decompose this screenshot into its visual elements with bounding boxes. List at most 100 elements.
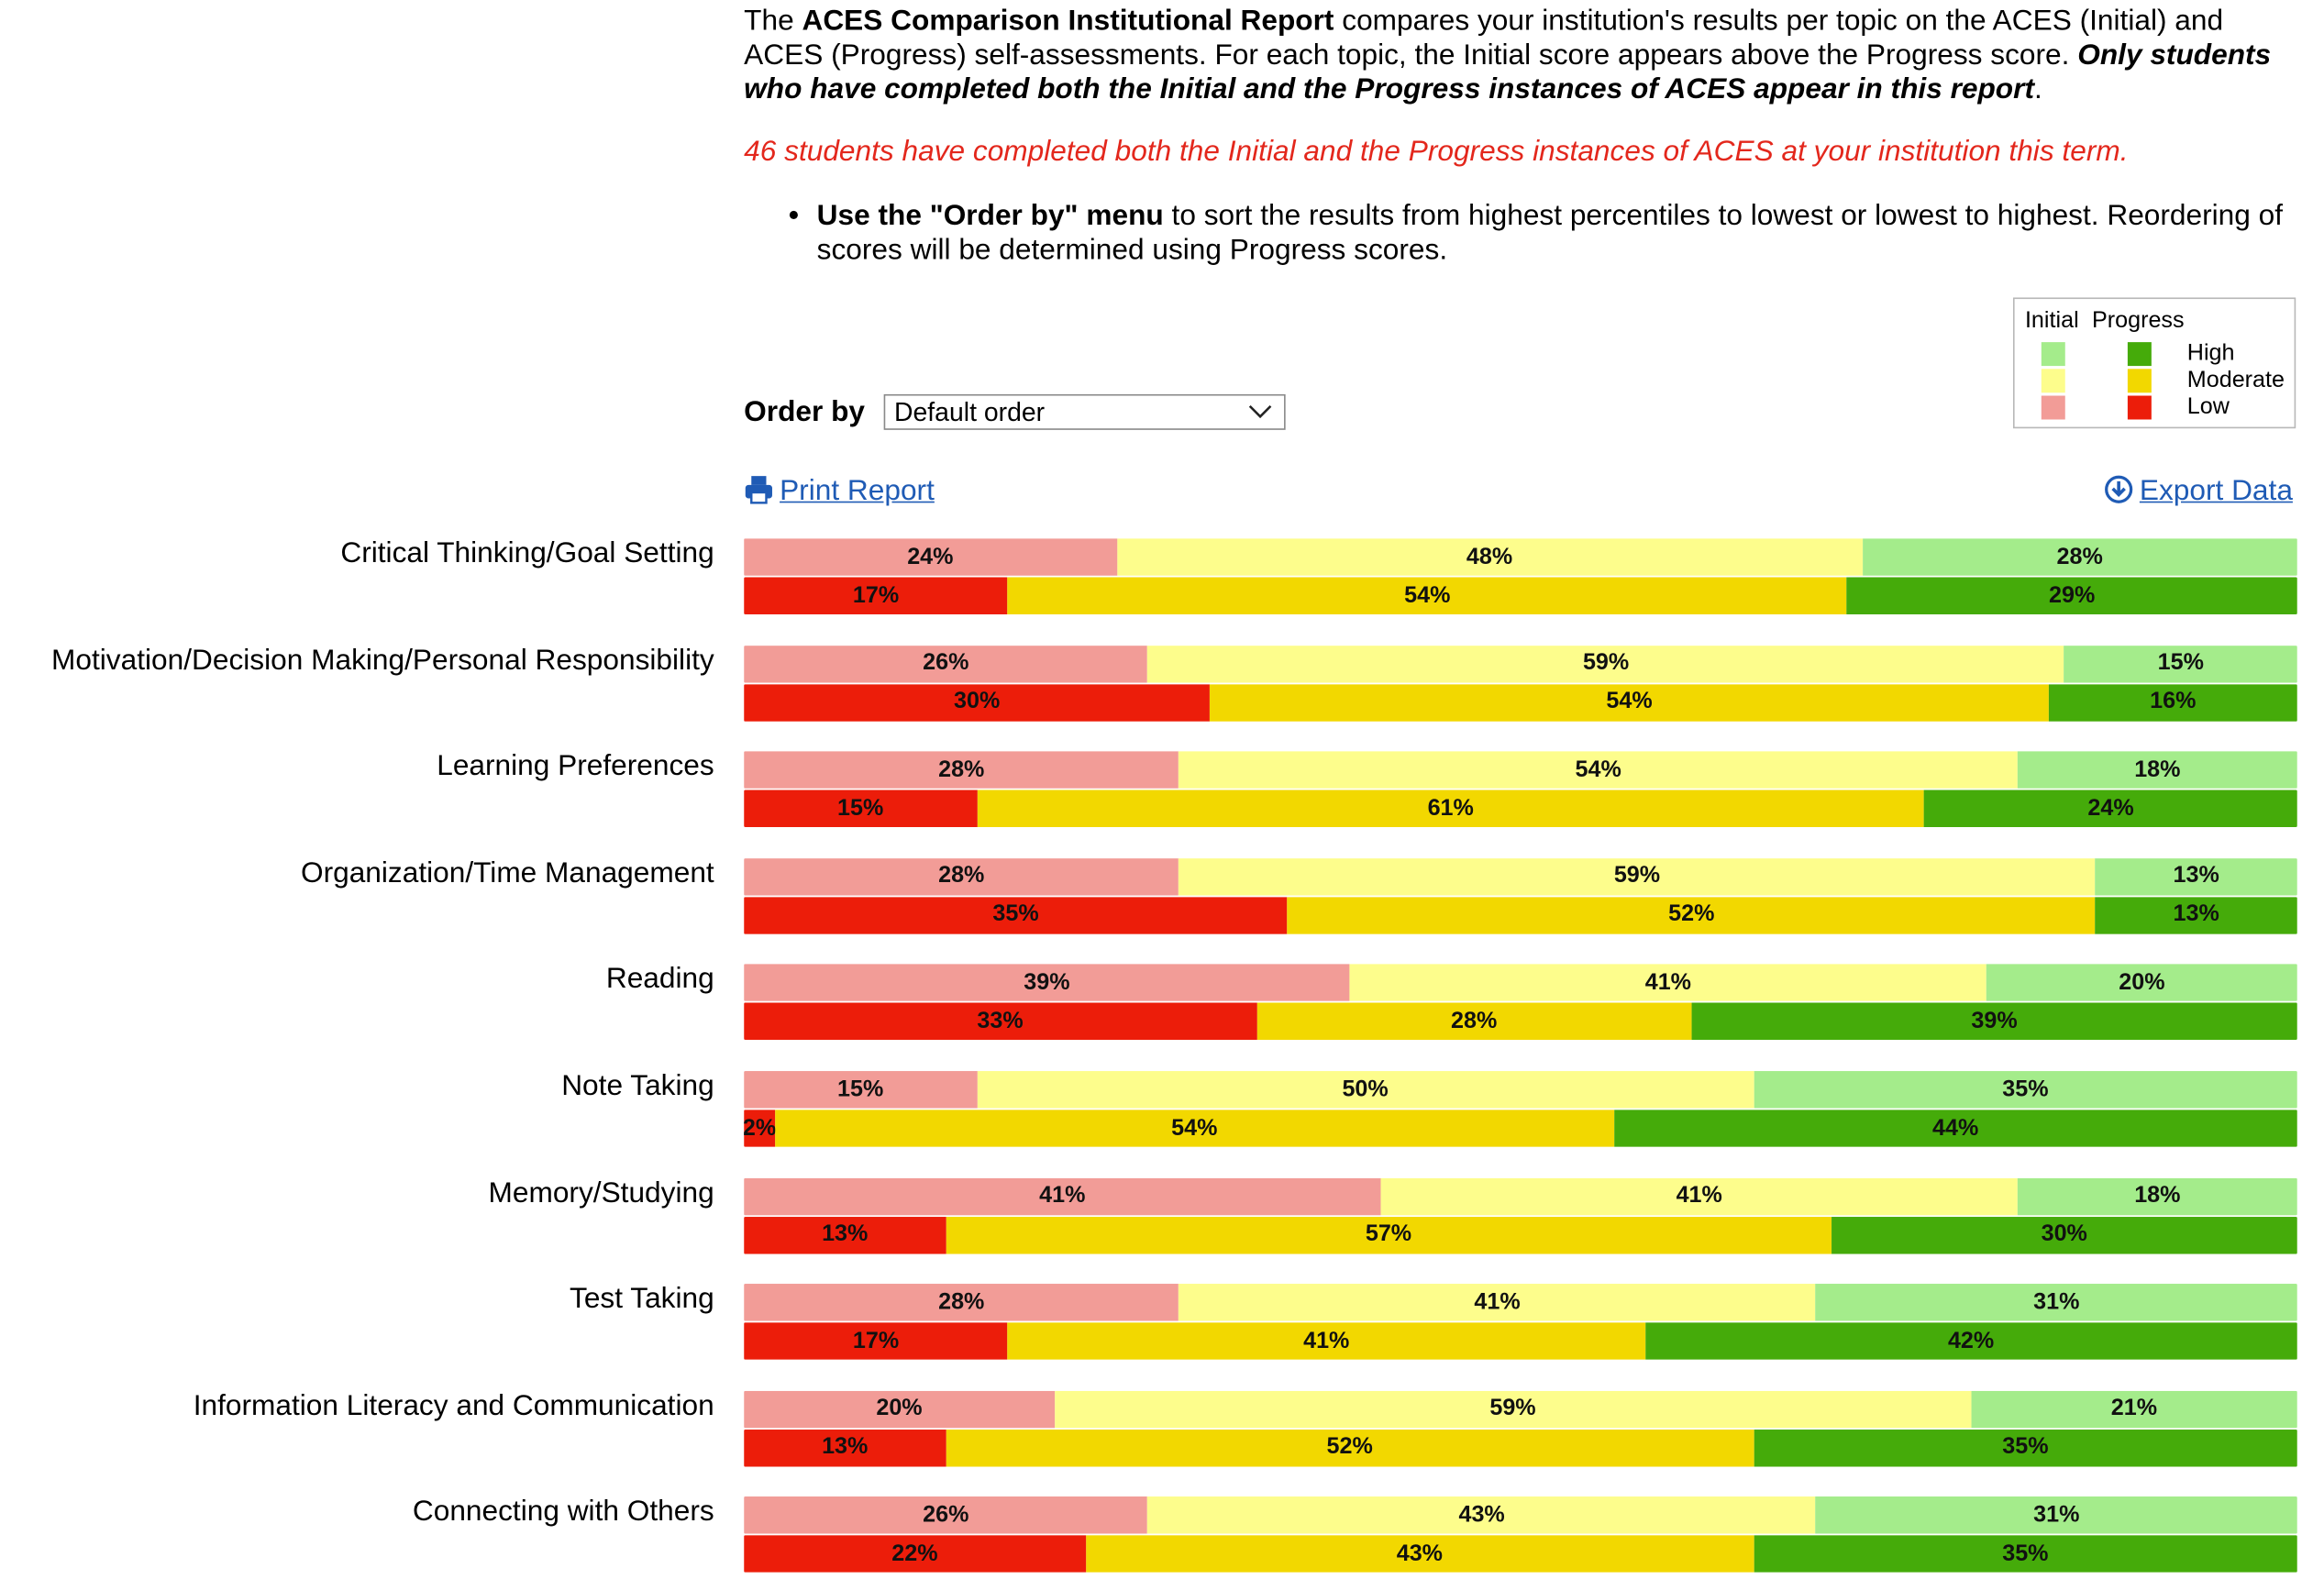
progress-high-segment: 39% [1691,1003,2297,1041]
progress-low-segment: 13% [744,1216,946,1253]
progress-moderate-segment: 41% [1008,1322,1645,1361]
progress-high-segment: 35% [1754,1535,2297,1573]
legend-low-label: Low [2186,393,2230,420]
progress-low-segment: 17% [744,1322,1009,1361]
initial-moderate-segment: 43% [1147,1496,1816,1535]
chevron-down-icon [1248,404,1272,419]
initial-bar: 28% 54% 18% [744,751,2297,789]
progress-moderate-segment: 61% [977,789,1925,828]
legend-initial-low-swatch [2041,395,2065,420]
bullet-dot-icon: • [788,199,799,233]
legend-high-label: High [2186,340,2235,367]
initial-low-segment: 28% [744,857,1179,896]
initial-moderate-segment: 54% [1179,751,2018,789]
legend-moderate-label: Moderate [2186,367,2285,393]
initial-high-segment: 18% [2017,751,2297,789]
export-data-label: Export Data [2139,474,2293,508]
print-report-link[interactable]: Print Report [744,475,935,509]
initial-bar: 26% 43% 31% [744,1496,2297,1535]
category-label: Motivation/Decision Making/Personal Resp… [51,643,714,677]
category-label: Reading [605,963,714,996]
category-label: Information Literacy and Communication [193,1388,714,1422]
initial-bar: 20% 59% 21% [744,1390,2297,1429]
progress-high-segment: 35% [1754,1429,2297,1467]
initial-bar: 24% 48% 28% [744,538,2297,576]
progress-moderate-segment: 54% [1008,577,1847,615]
progress-high-segment: 13% [2095,896,2297,934]
initial-low-segment: 26% [744,645,1148,682]
legend-initial-high-swatch [2041,342,2065,367]
initial-low-segment: 41% [744,1177,1381,1215]
intro-text-2: compares your institution's results per … [744,4,2224,72]
progress-low-segment: 13% [744,1429,946,1467]
intro-end: . [2033,72,2042,106]
export-data-link[interactable]: Export Data [2104,475,2293,509]
initial-high-segment: 18% [2017,1177,2297,1215]
print-report-label: Print Report [780,474,935,508]
intro-text: The [744,4,802,38]
legend-progress-header: Progress [2091,307,2185,334]
progress-high-segment: 29% [1846,577,2297,615]
progress-moderate-segment: 57% [946,1216,1832,1253]
initial-bar: 26% 59% 15% [744,645,2297,682]
progress-bar: 15% 61% 24% [744,789,2297,828]
initial-moderate-segment: 48% [1116,538,1863,576]
students-count-note: 46 students have completed both the Init… [744,135,2129,169]
progress-bar: 17% 54% 29% [744,577,2297,615]
progress-bar: 22% 43% 35% [744,1535,2297,1573]
initial-moderate-segment: 59% [1054,1390,1972,1429]
initial-bar: 28% 41% 31% [744,1284,2297,1321]
category-label: Note Taking [561,1069,714,1103]
initial-high-segment: 15% [2064,645,2297,682]
progress-low-segment: 22% [744,1535,1086,1573]
progress-bar: 35% 52% 13% [744,896,2297,934]
progress-low-segment: 15% [744,789,978,828]
progress-high-segment: 44% [1613,1110,2297,1147]
initial-bar: 28% 59% 13% [744,857,2297,896]
progress-bar: 30% 54% 16% [744,683,2297,722]
legend-initial-header: Initial [2024,307,2079,334]
initial-low-segment: 15% [744,1071,978,1109]
progress-low-segment: 17% [744,577,1009,615]
initial-high-segment: 21% [1971,1390,2297,1429]
legend: Initial Progress High Moderate Low [2012,297,2296,429]
order-by-label: Order by [744,395,866,429]
progress-moderate-segment: 52% [946,1429,1754,1467]
initial-low-segment: 28% [744,751,1179,789]
hint-text: to sort the results from highest percent… [816,199,2284,267]
progress-high-segment: 42% [1644,1322,2297,1361]
initial-moderate-segment: 41% [1380,1177,2018,1215]
progress-low-segment: 30% [744,683,1211,722]
progress-high-segment: 30% [1831,1216,2297,1253]
initial-moderate-segment: 50% [977,1071,1754,1109]
intro-paragraph: The ACES Comparison Institutional Report… [744,5,2303,107]
progress-bar: 13% 57% 30% [744,1216,2297,1253]
legend-initial-moderate-swatch [2041,369,2065,393]
order-by-selected-value: Default order [894,397,1046,427]
order-by-select[interactable]: Default order [883,393,1286,430]
progress-low-segment: 2% [744,1110,776,1147]
progress-bar: 17% 41% 42% [744,1322,2297,1361]
legend-progress-moderate-swatch [2127,369,2152,393]
category-label: Critical Thinking/Goal Setting [340,536,714,570]
progress-bar: 33% 28% 39% [744,1003,2297,1041]
progress-moderate-segment: 52% [1287,896,2096,934]
intro-emphasis: Only students who have completed both th… [744,39,2272,106]
initial-low-segment: 20% [744,1390,1055,1429]
initial-high-segment: 35% [1754,1071,2297,1109]
download-icon [2105,475,2133,503]
category-label: Connecting with Others [412,1496,714,1529]
legend-progress-high-swatch [2127,342,2152,367]
initial-bar: 15% 50% 35% [744,1071,2297,1109]
intro-report-name: ACES Comparison Institutional Report [802,4,1334,38]
initial-bar: 39% 41% 20% [744,964,2297,1002]
initial-high-segment: 13% [2095,857,2297,896]
initial-low-segment: 24% [744,538,1117,576]
initial-moderate-segment: 41% [1179,1284,1816,1321]
legend-progress-low-swatch [2127,395,2152,420]
progress-low-segment: 35% [744,896,1288,934]
printer-icon [745,476,772,504]
progress-moderate-segment: 28% [1256,1003,1692,1041]
progress-moderate-segment: 54% [775,1110,1614,1147]
